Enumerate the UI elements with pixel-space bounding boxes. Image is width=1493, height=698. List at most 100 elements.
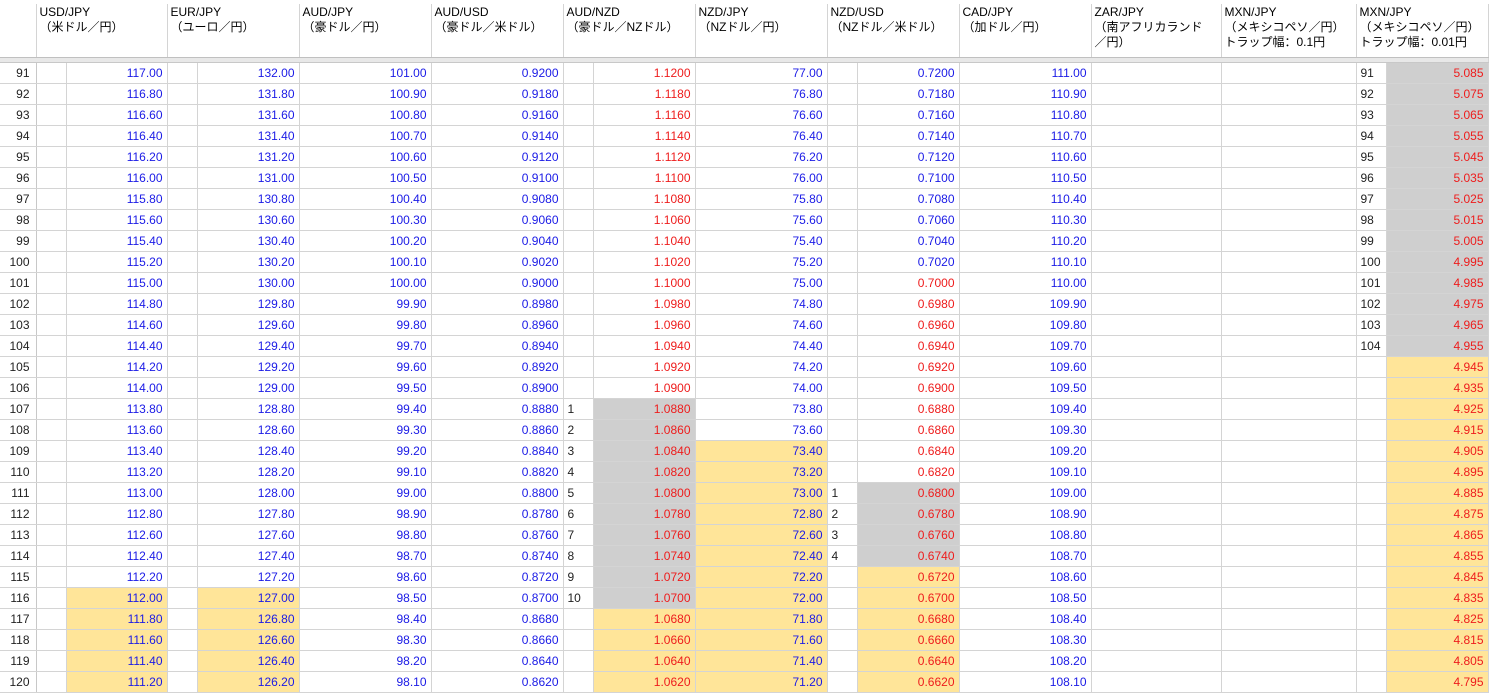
cell-cadjpy[interactable]: 109.40 <box>959 398 1092 420</box>
row-header[interactable]: 109 <box>0 440 37 462</box>
cell-mxnjpy-001[interactable]: 5.015 <box>1386 209 1489 231</box>
cell-audnzd-index[interactable]: 5 <box>563 482 594 504</box>
cell-mxnjpy-01[interactable] <box>1221 419 1357 441</box>
cell-spacer[interactable] <box>36 524 67 546</box>
cell-audnzd-index[interactable] <box>563 293 594 315</box>
cell-usdjpy[interactable]: 113.60 <box>66 419 168 441</box>
cell-audjpy[interactable]: 98.10 <box>299 671 432 693</box>
cell-spacer[interactable] <box>167 230 198 252</box>
cell-mxn-index[interactable]: 98 <box>1356 209 1387 231</box>
cell-zarjpy[interactable] <box>1091 251 1222 273</box>
cell-audjpy[interactable]: 98.20 <box>299 650 432 672</box>
cell-audnzd-index[interactable] <box>563 671 594 693</box>
cell-nzdusd[interactable]: 0.6780 <box>857 503 960 525</box>
cell-spacer[interactable] <box>36 188 67 210</box>
cell-mxnjpy-01[interactable] <box>1221 188 1357 210</box>
cell-mxnjpy-01[interactable] <box>1221 314 1357 336</box>
cell-nzdusd-index[interactable]: 3 <box>827 524 858 546</box>
row-header[interactable]: 92 <box>0 83 37 105</box>
cell-mxnjpy-01[interactable] <box>1221 608 1357 630</box>
cell-audnzd-index[interactable]: 1 <box>563 398 594 420</box>
cell-mxnjpy-001[interactable]: 4.805 <box>1386 650 1489 672</box>
cell-eurjpy[interactable]: 130.60 <box>197 209 300 231</box>
cell-eurjpy[interactable]: 127.60 <box>197 524 300 546</box>
col-header-mxnjpy-01[interactable]: MXN/JPY （メキシコペソ／円） トラップ幅：0.1円 <box>1221 4 1357 58</box>
cell-nzdusd[interactable]: 0.6840 <box>857 440 960 462</box>
cell-audusd[interactable]: 0.9180 <box>431 83 564 105</box>
cell-cadjpy[interactable]: 109.30 <box>959 419 1092 441</box>
cell-mxnjpy-01[interactable] <box>1221 104 1357 126</box>
cell-nzdusd-index[interactable] <box>827 167 858 189</box>
cell-eurjpy[interactable]: 130.80 <box>197 188 300 210</box>
cell-audnzd-index[interactable] <box>563 608 594 630</box>
cell-nzdusd-index[interactable] <box>827 335 858 357</box>
cell-nzdusd-index[interactable] <box>827 461 858 483</box>
cell-cadjpy[interactable]: 108.40 <box>959 608 1092 630</box>
col-header-mxnjpy-001[interactable]: MXN/JPY （メキシコペソ／円） トラップ幅：0.01円 <box>1356 4 1489 58</box>
cell-eurjpy[interactable]: 126.40 <box>197 650 300 672</box>
cell-audnzd[interactable]: 1.1160 <box>593 104 696 126</box>
cell-nzdusd[interactable]: 0.7080 <box>857 188 960 210</box>
cell-audusd[interactable]: 0.9000 <box>431 272 564 294</box>
cell-audusd[interactable]: 0.8660 <box>431 629 564 651</box>
cell-audusd[interactable]: 0.9200 <box>431 62 564 84</box>
cell-nzdjpy[interactable]: 72.80 <box>695 503 828 525</box>
cell-mxn-index[interactable]: 104 <box>1356 335 1387 357</box>
cell-spacer[interactable] <box>167 566 198 588</box>
cell-usdjpy[interactable]: 115.80 <box>66 188 168 210</box>
cell-audjpy[interactable]: 99.90 <box>299 293 432 315</box>
cell-eurjpy[interactable]: 127.20 <box>197 566 300 588</box>
cell-nzdusd-index[interactable] <box>827 146 858 168</box>
cell-nzdusd[interactable]: 0.6960 <box>857 314 960 336</box>
cell-spacer[interactable] <box>167 209 198 231</box>
cell-audusd[interactable]: 0.9120 <box>431 146 564 168</box>
cell-usdjpy[interactable]: 114.00 <box>66 377 168 399</box>
cell-audusd[interactable]: 0.9100 <box>431 167 564 189</box>
cell-nzdusd[interactable]: 0.6900 <box>857 377 960 399</box>
cell-spacer[interactable] <box>36 83 67 105</box>
cell-mxnjpy-01[interactable] <box>1221 545 1357 567</box>
cell-audusd[interactable]: 0.8800 <box>431 482 564 504</box>
col-header-audusd[interactable]: AUD/USD （豪ドル／米ドル） <box>431 4 564 58</box>
cell-nzdusd[interactable]: 0.7160 <box>857 104 960 126</box>
cell-zarjpy[interactable] <box>1091 272 1222 294</box>
cell-audnzd-index[interactable] <box>563 251 594 273</box>
cell-cadjpy[interactable]: 110.80 <box>959 104 1092 126</box>
cell-zarjpy[interactable] <box>1091 587 1222 609</box>
row-header[interactable]: 115 <box>0 566 37 588</box>
cell-usdjpy[interactable]: 113.40 <box>66 440 168 462</box>
cell-usdjpy[interactable]: 116.80 <box>66 83 168 105</box>
cell-cadjpy[interactable]: 109.20 <box>959 440 1092 462</box>
row-header[interactable]: 107 <box>0 398 37 420</box>
cell-spacer[interactable] <box>36 167 67 189</box>
cell-mxn-index[interactable]: 91 <box>1356 62 1387 84</box>
cell-mxnjpy-01[interactable] <box>1221 629 1357 651</box>
row-header[interactable]: 98 <box>0 209 37 231</box>
cell-audusd[interactable]: 0.8920 <box>431 356 564 378</box>
cell-nzdusd[interactable]: 0.7120 <box>857 146 960 168</box>
cell-eurjpy[interactable]: 131.20 <box>197 146 300 168</box>
cell-eurjpy[interactable]: 128.00 <box>197 482 300 504</box>
cell-audnzd[interactable]: 1.0640 <box>593 650 696 672</box>
cell-spacer[interactable] <box>36 62 67 84</box>
cell-nzdjpy[interactable]: 71.40 <box>695 650 828 672</box>
cell-audnzd-index[interactable]: 2 <box>563 419 594 441</box>
cell-audnzd[interactable]: 1.1000 <box>593 272 696 294</box>
cell-nzdusd[interactable]: 0.6920 <box>857 356 960 378</box>
cell-audnzd-index[interactable] <box>563 377 594 399</box>
cell-audusd[interactable]: 0.8820 <box>431 461 564 483</box>
cell-audjpy[interactable]: 100.00 <box>299 272 432 294</box>
cell-mxnjpy-001[interactable]: 4.875 <box>1386 503 1489 525</box>
cell-eurjpy[interactable]: 128.60 <box>197 419 300 441</box>
cell-spacer[interactable] <box>36 503 67 525</box>
cell-mxnjpy-01[interactable] <box>1221 335 1357 357</box>
cell-eurjpy[interactable]: 131.60 <box>197 104 300 126</box>
cell-spacer[interactable] <box>167 671 198 693</box>
cell-audjpy[interactable]: 99.10 <box>299 461 432 483</box>
cell-nzdjpy[interactable]: 75.60 <box>695 209 828 231</box>
cell-nzdjpy[interactable]: 72.00 <box>695 587 828 609</box>
cell-usdjpy[interactable]: 113.20 <box>66 461 168 483</box>
corner-cell[interactable] <box>0 4 37 58</box>
cell-spacer[interactable] <box>167 398 198 420</box>
cell-audnzd-index[interactable] <box>563 209 594 231</box>
